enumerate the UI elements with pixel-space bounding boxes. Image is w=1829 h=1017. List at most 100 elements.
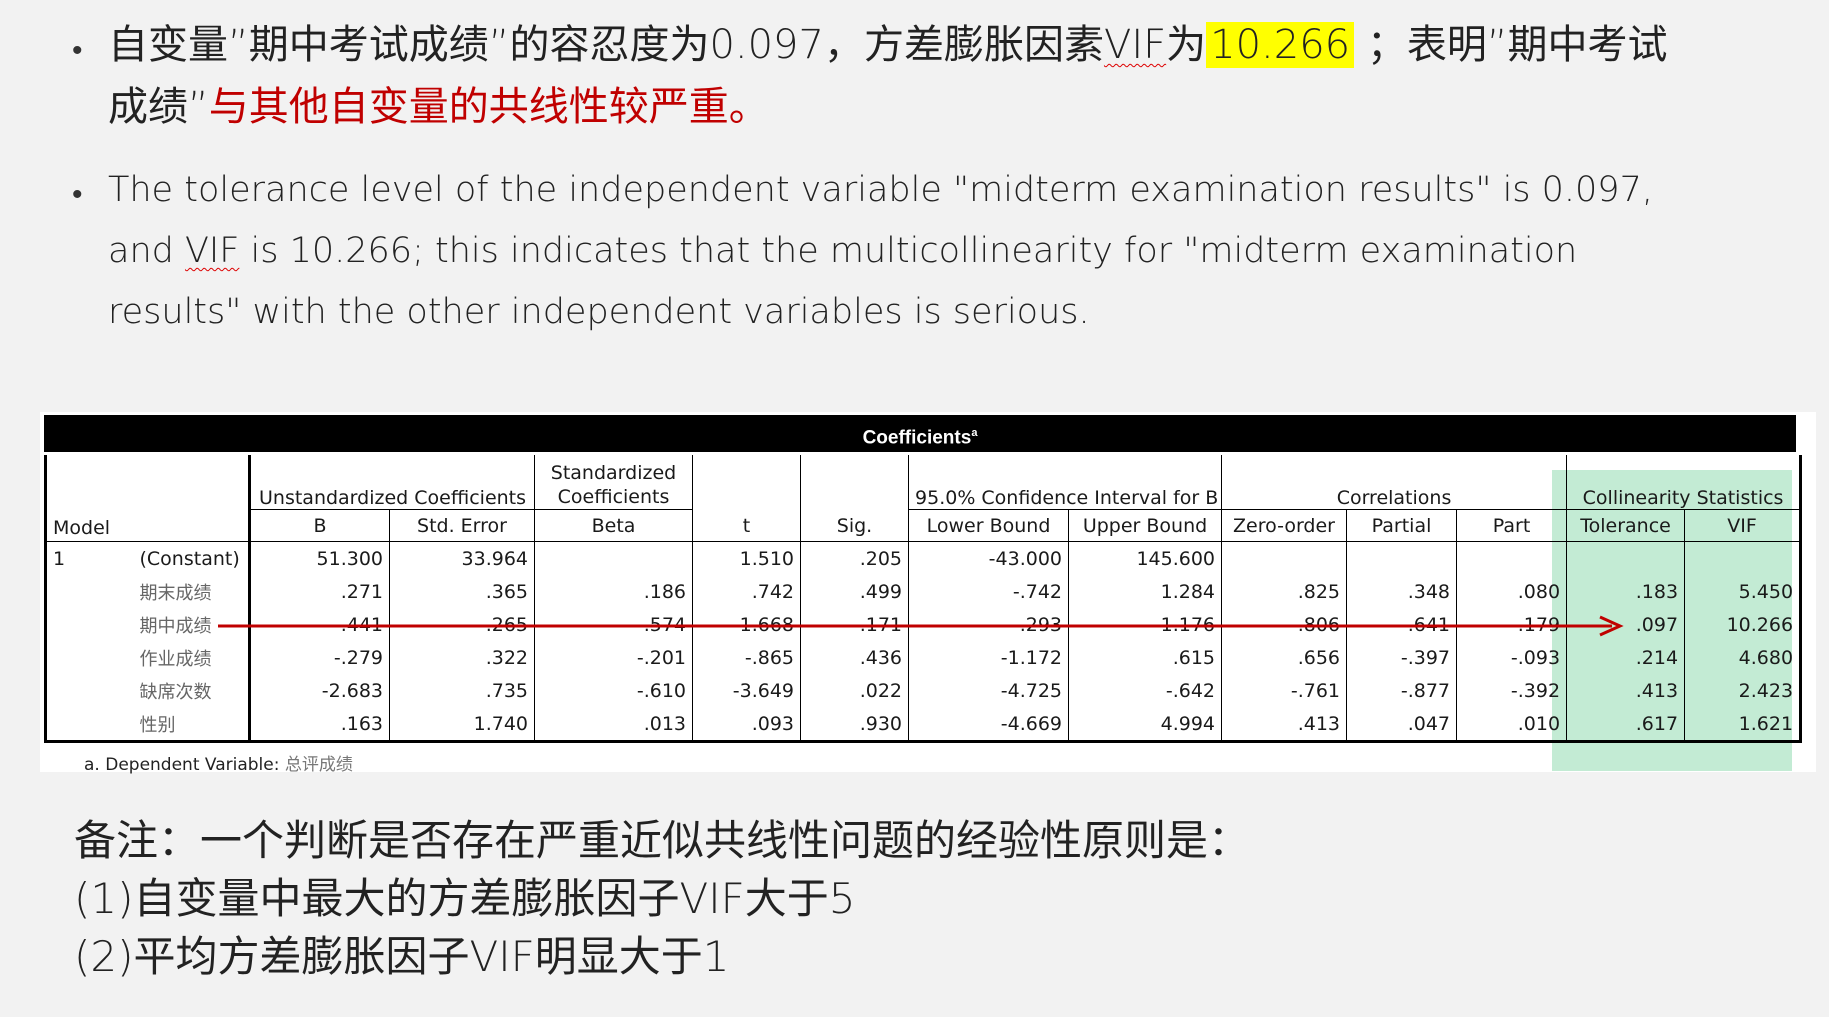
- cell-t: .742: [692, 575, 801, 608]
- footnote-variable: 总评成绩: [284, 755, 353, 775]
- row-label: 期中成绩: [139, 615, 212, 637]
- table-row: 缺席次数 -2.683.735 -.610 -3.649.022 -4.725 -.642…: [44, 674, 1803, 707]
- en-text-2: is 10.266; this indicates that the multi…: [108, 231, 1578, 332]
- cell-se: 33.964: [389, 541, 535, 575]
- remark-block: 备注：一个判断是否存在严重近似共线性问题的经验性原则是： (1)自变量中最大的方…: [74, 812, 1250, 986]
- remark-line-3: (2)平均方差膨胀因子VIF明显大于1: [74, 932, 730, 981]
- cell-se: .322: [389, 641, 535, 674]
- cell-upper: 4.994: [1068, 707, 1222, 743]
- header-zero-order: Zero-order: [1221, 509, 1347, 542]
- row-label: (Constant): [139, 547, 240, 570]
- header-sig: Sig.: [800, 455, 909, 542]
- table-row: 期末成绩 .271.365.186.742.499 -.742 1.284.825.3…: [44, 575, 1803, 608]
- remark-line-2: (1)自变量中最大的方差膨胀因子VIF大于5: [74, 874, 856, 923]
- cell-se: .735: [389, 674, 535, 707]
- table-row: 作业成绩 -.279.322 -.201 -.865.436 -1.172.615.65…: [44, 641, 1803, 674]
- cell-tol: .214: [1566, 641, 1685, 674]
- cell-beta: -.201: [534, 641, 693, 674]
- header-lower-bound: Lower Bound: [908, 509, 1069, 542]
- cell-sig: .205: [800, 541, 909, 575]
- en-vif-term: VIF: [184, 231, 240, 271]
- cell-lower: -1.172: [908, 641, 1069, 674]
- cell-lower: -.742: [908, 575, 1069, 608]
- model-number-cell: [44, 707, 134, 743]
- header-row-2: B Std. Error Beta Lower Bound Upper Boun…: [46, 509, 1803, 542]
- cell-sig: .022: [800, 674, 909, 707]
- cell-lower: -4.669: [908, 707, 1069, 743]
- cell-zero: -.761: [1221, 674, 1347, 707]
- header-collinearity: Collinearity Statistics: [1566, 455, 1803, 510]
- cell-tol: [1566, 541, 1685, 575]
- header-vif: VIF: [1684, 509, 1803, 542]
- zh-vif-term: VIF: [1103, 22, 1167, 68]
- header-unstandardized: Unstandardized Coefficients: [248, 455, 535, 510]
- table-footnote: a. Dependent Variable: 总评成绩: [84, 750, 353, 775]
- cell-partial: .047: [1346, 707, 1457, 743]
- header-t: t: [692, 455, 801, 542]
- cell-t: -.865: [692, 641, 801, 674]
- cell-beta: [534, 541, 693, 575]
- header-b: B: [248, 509, 390, 542]
- cell-partial: -.397: [1346, 641, 1457, 674]
- cell-t: -3.649: [692, 674, 801, 707]
- zh-text-2: 为: [1166, 22, 1207, 68]
- cell-vif: 2.423: [1684, 674, 1803, 707]
- cell-beta: .013: [534, 707, 693, 743]
- row-label: 期末成绩: [139, 582, 212, 604]
- cell-vif: 5.450: [1684, 575, 1803, 608]
- cell-zero: [1221, 541, 1347, 575]
- coefficients-table: Model Unstandardized Coefficients Standa…: [43, 455, 1803, 743]
- model-number-cell: [44, 608, 134, 641]
- cell-vif: 10.266: [1684, 608, 1803, 641]
- cell-sig: .499: [800, 575, 909, 608]
- red-arrow-icon: [1599, 615, 1624, 637]
- cell-t: 1.510: [692, 541, 801, 575]
- cell-vif: 4.680: [1684, 641, 1803, 674]
- cell-b: -.279: [248, 641, 390, 674]
- header-correlations: Correlations: [1221, 455, 1567, 510]
- header-model: Model: [43, 455, 250, 542]
- cell-sig: .436: [800, 641, 909, 674]
- cell-vif: [1684, 541, 1803, 575]
- cell-zero: .413: [1221, 707, 1347, 743]
- cell-vif: 1.621: [1684, 707, 1803, 743]
- table-row: 性别 .163 1.740.013.093.930 -4.669 4.994.413.0…: [44, 707, 1803, 743]
- cell-part: -.093: [1456, 641, 1567, 674]
- cell-part: .010: [1456, 707, 1567, 743]
- cell-part: .080: [1456, 575, 1567, 608]
- cell-zero: .825: [1221, 575, 1347, 608]
- table-title-text: Coefficients: [862, 427, 972, 449]
- cell-upper: 145.600: [1068, 541, 1222, 575]
- table-title-sup: a: [971, 427, 978, 439]
- cell-se: .365: [389, 575, 535, 608]
- cell-upper: 1.284: [1068, 575, 1222, 608]
- cell-upper: -.642: [1068, 674, 1222, 707]
- remark-line-1: 备注：一个判断是否存在严重近似共线性问题的经验性原则是：: [74, 816, 1251, 865]
- footnote-prefix: a. Dependent Variable:: [84, 755, 285, 775]
- cell-tol: .617: [1566, 707, 1685, 743]
- header-partial: Partial: [1346, 509, 1457, 542]
- cell-partial: -.877: [1346, 674, 1457, 707]
- header-part: Part: [1456, 509, 1567, 542]
- cell-part: -.392: [1456, 674, 1567, 707]
- table-title: Coefficientsa: [44, 415, 1796, 452]
- zh-text-3: ；表明”期中考试成绩”: [108, 22, 1668, 130]
- zh-red-conclusion: 与其他自变量的共线性较严重。: [208, 84, 769, 130]
- model-number-cell: [44, 674, 134, 707]
- cell-b: .271: [248, 575, 390, 608]
- header-tolerance: Tolerance: [1566, 509, 1685, 542]
- row-label: 作业成绩: [139, 648, 212, 670]
- cell-b: -2.683: [248, 674, 390, 707]
- cell-partial: [1346, 541, 1457, 575]
- cell-sig: .930: [800, 707, 909, 743]
- cell-b: .163: [248, 707, 390, 743]
- cell-lower: -43.000: [908, 541, 1069, 575]
- zh-text-1: 自变量”期中考试成绩”的容忍度为0.097，方差膨胀因素: [108, 22, 1104, 68]
- cell-lower: -4.725: [908, 674, 1069, 707]
- model-number-cell: [44, 641, 134, 674]
- row-label: 性别: [133, 707, 250, 743]
- vif-highlight-value: 10.266: [1206, 22, 1355, 68]
